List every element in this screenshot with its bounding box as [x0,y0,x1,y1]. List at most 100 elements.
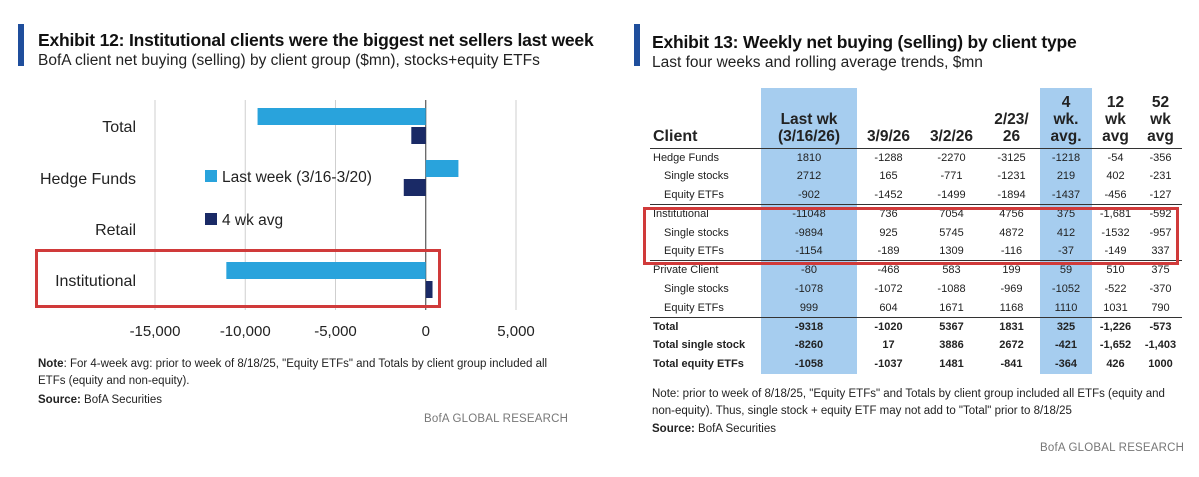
table-cell: -456 [1104,188,1127,201]
column-header-text: 12 [1106,93,1125,111]
table-cell: 2712 [761,166,857,186]
table-cell: 1000 [1148,358,1173,371]
column-header: 52 wk avg [1139,88,1182,149]
table-row: Total equity ETFs -1058 -1037 1481 -841 -364 4… [650,354,1182,374]
table-cell: 59 [1040,260,1092,280]
table-cell: 790 [1151,301,1170,314]
row-label: Total single stock [653,339,746,352]
table-cell: 1168 [999,301,1024,314]
table-cell: -8260 [761,335,857,355]
row-label: Equity ETFs [664,301,724,314]
table-row: Single stocks -1078 -1072 -1088 -969 -1052 -52… [650,279,1182,299]
row-label: Equity ETFs [664,188,724,201]
note-text: : For 4-week avg: prior to week of 8/18/… [38,358,548,387]
row-label: Total equity ETFs [653,358,744,371]
column-header-text: avg [1147,127,1174,145]
table-cell: -771 [940,170,963,183]
table-cell: 583 [920,260,983,280]
table-cell: -1,652 [1099,339,1132,352]
exhibit-12-subtitle: BofA client net buying (selling) by clie… [38,52,540,69]
legend-label-last-week: Last week (3/16-3/20) [222,169,372,186]
table-cell: -127 [1149,188,1172,201]
table-cell: 5367 [920,316,983,336]
bar-4wk-avg [425,281,433,298]
table-cell: -370 [1149,282,1172,295]
column-header: 3/2/26 [920,88,983,149]
table-cell: 510 [1092,260,1139,280]
table-cell: 604 [879,301,898,314]
table-row: Single stocks 2712 165 -771 -1231 219 402 -231 [650,166,1182,186]
table-cell: -969 [1000,282,1023,295]
table-row: Equity ETFs 999 604 1671 1168 1110 1031 790 [650,298,1182,318]
client-flows-table: Client Last wk (3/16/26) 3/9/26 3/2/26 2/23/2… [650,88,1182,374]
column-header-text: Last wk [780,110,838,128]
table-cell: 402 [1106,170,1125,183]
row-label: Single stocks [664,282,729,295]
category-label: Hedge Funds [40,171,136,188]
table-cell: 412 [1040,223,1092,242]
table-row: Single stocks -9894 925 5745 4872 412 -1532 -95… [650,223,1182,242]
table-cell: -1020 [857,316,920,336]
table-row: Total single stock -8260 17 3886 2672 -421 -1,… [650,335,1182,355]
table-cell: -957 [1149,226,1172,239]
source-label: Source: [652,423,695,435]
table-cell: -37 [1040,241,1092,261]
table-cell: -3125 [997,151,1026,164]
column-header-text: wk [1150,110,1171,128]
table-row: Total -9318 -1020 5367 1831 325 -1,226 -573 [650,316,1182,336]
table-row: Hedge Funds 1810 -1288 -2270 -3125 -1218 -54 -3… [650,148,1182,167]
table-cell: 999 [761,298,857,318]
table-cell: -1288 [874,151,903,164]
column-header: Last wk (3/16/26) [761,88,857,149]
table-cell: -1154 [761,241,857,261]
x-tick-label: 5,000 [497,323,535,340]
exhibit-12-note: Note: For 4-week avg: prior to week of 8… [38,356,558,390]
legend-swatch-last-week [205,170,217,182]
table-cell: -9894 [761,223,857,242]
table-cell: 337 [1151,245,1170,258]
exhibit-12-title: Exhibit 12: Institutional clients were t… [38,30,594,50]
institutional-rows-highlight-box [643,207,1179,265]
table-cell: -573 [1139,316,1182,336]
bar-4wk-avg [411,127,426,144]
table-header-row: Client Last wk (3/16/26) 3/9/26 3/2/26 2/23/2… [650,88,1182,149]
table-row: Equity ETFs -1154 -189 1309 -116 -37 -149 337 [650,241,1182,261]
category-label: Institutional [55,273,136,290]
table-cell: 1110 [1040,298,1092,318]
bar-4wk-avg [403,179,426,196]
column-header-text: 3/2/26 [929,127,974,145]
column-header-text: 2/23/ [994,110,1029,128]
column-header-text: Client [653,127,698,145]
table-cell: -902 [761,185,857,205]
x-tick-label: -15,000 [130,323,181,340]
exhibit-12-source: Source: BofA Securities [38,392,162,409]
table-cell: -116 [1000,245,1023,258]
table-cell: 165 [879,170,898,183]
category-label: Retail [95,222,136,239]
brand-label: BofA GLOBAL RESEARCH [424,413,569,425]
table-cell: -1231 [997,170,1026,183]
table-cell: 1031 [1103,301,1128,314]
table-cell: -1437 [1040,185,1092,205]
table-cell: -1218 [1040,148,1092,167]
table-cell: -2270 [937,151,966,164]
table-cell: -1058 [761,354,857,374]
table-cell: -522 [1104,282,1127,295]
column-header: 3/9/26 [857,88,920,149]
table-cell: -1,403 [1144,339,1177,352]
table-row: Equity ETFs -902 -1452 -1499 -1894 -1437 -456 -… [650,185,1182,205]
table-cell: 375 [1139,260,1182,280]
bar-chart: Total Hedge Funds Retail Institutional -15,… [40,100,535,340]
table-cell: 1671 [939,301,964,314]
row-label: Equity ETFs [664,245,724,258]
note-label: Note [38,358,64,370]
table-cell: -1037 [874,358,903,371]
table-cell: 3886 [939,339,964,352]
brand-label: BofA GLOBAL RESEARCH [1040,442,1185,454]
table-cell: -1,226 [1092,316,1139,336]
category-label: Total [102,119,136,136]
table-cell: -1072 [874,282,903,295]
bar-last-week [425,160,459,177]
table-cell: -841 [1000,358,1023,371]
table-cell: 1481 [939,358,964,371]
